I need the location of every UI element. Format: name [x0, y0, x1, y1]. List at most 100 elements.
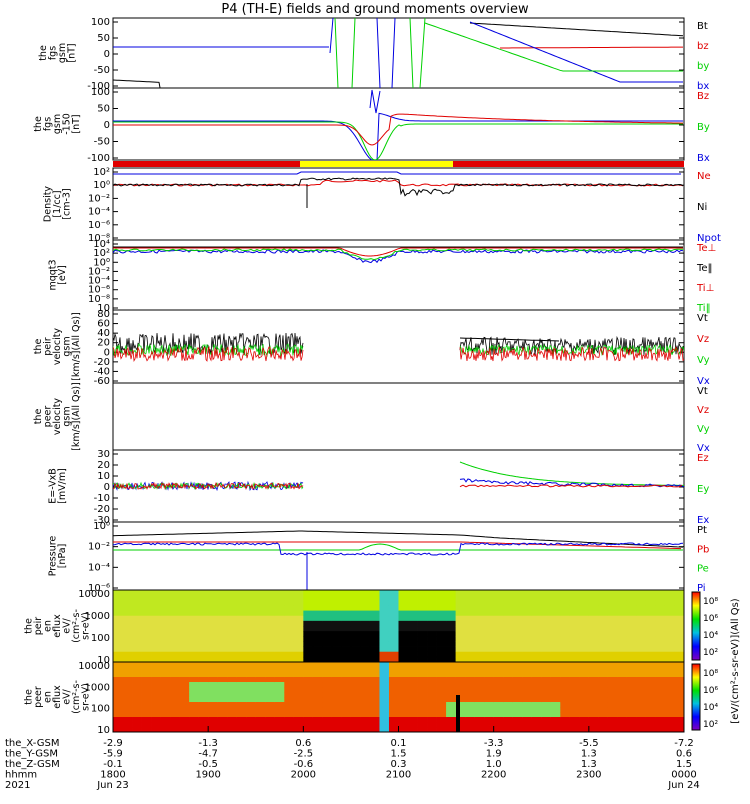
peer-eflux-cell [255, 727, 266, 733]
peir-eflux-cell [522, 620, 533, 627]
peir-eflux-cell [141, 615, 152, 622]
peir-eflux-cell [379, 636, 390, 642]
peer-eflux-cell [132, 672, 142, 678]
peer-eflux-cell [198, 697, 209, 703]
peir-eflux-cell [341, 605, 352, 611]
xaxis-value-2-5: 1.3 [581, 759, 597, 770]
peer-eflux-cell [427, 687, 437, 693]
peir-eflux-cell [360, 631, 371, 637]
peir-eflux-cell [417, 641, 428, 647]
peer-eflux-cell [569, 692, 580, 698]
peer-eflux-cell [236, 697, 247, 703]
peir-eflux-cell [236, 595, 247, 601]
peir-eflux-cell [531, 636, 542, 642]
peir-eflux-cell [255, 631, 266, 637]
peir-eflux-cell [151, 600, 161, 606]
peir-eflux-cell [588, 605, 599, 611]
peer-eflux-cell [455, 727, 466, 733]
peer-eflux-cell [132, 717, 142, 723]
peir-eflux-cell [674, 626, 685, 632]
peir-eflux-cell [312, 636, 323, 642]
peir-eflux-cell [312, 620, 323, 627]
peer-eflux-cell [141, 717, 152, 723]
peer-eflux-cell [122, 712, 133, 718]
peir-eflux-cell [331, 651, 342, 658]
peer-eflux-cell [198, 702, 209, 708]
peir-eflux-cell [645, 636, 656, 642]
peir-eflux-cell [455, 656, 466, 663]
peir-eflux-cell [569, 641, 580, 647]
peir-eflux-cell [503, 646, 514, 653]
peer-eflux-cell [417, 692, 428, 698]
peer-eflux-cell [141, 662, 152, 668]
peer-eflux-cell [531, 697, 542, 703]
peir-eflux-cell [141, 656, 152, 663]
peer-eflux-cell [588, 692, 599, 698]
ytick-temperature-3: 10⁻² [88, 266, 110, 277]
peir-eflux-cell [379, 656, 390, 663]
ylabel-peer-velocity-0: the [33, 409, 44, 425]
peer-eflux-cell [255, 697, 266, 703]
peer-eflux-cell [569, 667, 580, 673]
peer-eflux-cell [208, 672, 219, 678]
peer-eflux-cell [588, 707, 599, 713]
peir-eflux-cell [493, 646, 504, 653]
peir-eflux-cell [236, 626, 247, 632]
peir-eflux-cell [189, 646, 200, 653]
peir-eflux-cell [379, 615, 390, 622]
peer-eflux-cell [246, 662, 257, 668]
peir-eflux-cell [427, 631, 437, 637]
peer-eflux-cell [331, 662, 342, 668]
peir-eflux-cell [274, 636, 285, 642]
peer-eflux-cell [398, 707, 409, 713]
peer-eflux-cell [341, 692, 352, 698]
peer-eflux-cell [379, 727, 390, 733]
peir-eflux-cell [312, 610, 323, 617]
peir-eflux-cell [189, 651, 200, 658]
peer-eflux-cell [408, 692, 418, 698]
ylabel-peir-eflux-6: sr-eV) [81, 612, 92, 640]
peer-eflux-cell [122, 707, 133, 713]
peir-eflux-cell [398, 651, 409, 658]
peir-eflux-cell [293, 595, 304, 601]
peir-eflux-cell [388, 641, 399, 647]
peir-eflux-cell [465, 610, 476, 617]
peir-eflux-cell [560, 631, 571, 637]
peer-eflux-cell [607, 712, 618, 718]
peer-eflux-cell [436, 722, 447, 728]
ytick-peir-eflux-0: 10000 [78, 589, 110, 600]
peer-eflux-cell [369, 727, 380, 733]
peer-eflux-cell [560, 672, 571, 678]
peir-eflux-cell [303, 590, 314, 596]
xaxis-value-3-2: 2000 [291, 770, 316, 781]
legend-peer-velocity-3: Vx [697, 443, 710, 454]
peer-eflux-cell [598, 712, 609, 718]
peir-eflux-cell [436, 610, 447, 617]
peer-eflux-cell [217, 677, 228, 683]
peer-eflux-cell [141, 697, 152, 703]
peer-eflux-cell [341, 677, 352, 683]
peir-eflux-cell [208, 600, 219, 606]
peir-eflux-cell [293, 615, 304, 622]
peir-eflux-cell [550, 641, 561, 647]
peer-eflux-cell [217, 707, 228, 713]
ylabel-fgs-3: [nT] [66, 43, 77, 62]
peir-eflux-cell [265, 595, 276, 601]
ytick-efield-3: 0 [104, 482, 110, 493]
peer-eflux-cell [598, 692, 609, 698]
peer-eflux-cell [122, 722, 133, 728]
peir-eflux-cell [465, 636, 476, 642]
peir-eflux-cell [560, 590, 571, 596]
peer-eflux-cell [331, 712, 342, 718]
peer-eflux-cell [170, 712, 181, 718]
peir-eflux-cell [189, 600, 200, 606]
peer-eflux-cell [132, 667, 142, 673]
ytick-density-2: 10⁻² [88, 193, 110, 204]
xaxis-value-0-2: 0.6 [295, 738, 311, 749]
peer-eflux-cell [341, 687, 352, 693]
fgs-bz [500, 46, 683, 49]
ytick-fgs-smoothed-0: 100 [91, 87, 110, 98]
peir-eflux-cell [645, 631, 656, 637]
peer-eflux-cell [474, 707, 485, 713]
peir-eflux-cell [512, 656, 523, 663]
